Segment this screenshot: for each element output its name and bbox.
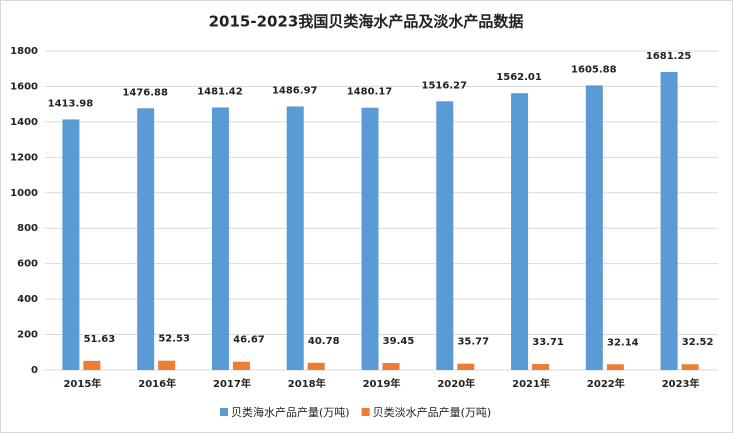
value-label: 1481.42 xyxy=(197,86,243,97)
bar xyxy=(307,362,325,370)
value-label: 1413.98 xyxy=(48,98,94,109)
y-tick-label: 200 xyxy=(17,330,38,341)
value-label: 1562.01 xyxy=(496,72,542,83)
x-tick-label: 2021年 xyxy=(512,377,550,390)
y-tick-label: 600 xyxy=(17,259,38,270)
y-tick-label: 0 xyxy=(31,365,38,376)
value-label: 1480.17 xyxy=(347,87,393,98)
bar xyxy=(606,364,624,370)
bar xyxy=(457,363,475,370)
chart-title: 2015-2023我国贝类海水产品及淡水产品数据 xyxy=(209,13,524,31)
value-label: 52.53 xyxy=(158,334,190,345)
x-tick-label: 2018年 xyxy=(288,377,326,390)
value-label: 33.71 xyxy=(532,337,564,348)
bar xyxy=(158,360,176,370)
x-tick-label: 2023年 xyxy=(662,377,700,390)
bar xyxy=(681,364,699,370)
value-label: 32.52 xyxy=(682,337,714,348)
y-tick-label: 1400 xyxy=(10,117,38,128)
x-tick-label: 2019年 xyxy=(363,377,401,390)
value-label: 35.77 xyxy=(457,337,489,348)
bar xyxy=(137,108,155,371)
bar xyxy=(660,72,678,370)
value-label: 40.78 xyxy=(308,336,340,347)
y-tick-label: 400 xyxy=(17,294,38,305)
value-label: 1486.97 xyxy=(272,85,318,96)
bar xyxy=(361,107,379,371)
y-tick-label: 1600 xyxy=(10,81,38,92)
value-label: 1476.88 xyxy=(122,87,168,98)
value-label: 39.45 xyxy=(383,336,415,347)
value-label: 1516.27 xyxy=(422,80,468,91)
legend-swatch xyxy=(220,408,228,416)
bar xyxy=(436,101,454,370)
value-label: 32.14 xyxy=(607,337,639,348)
legend-label: 贝类海水产品产量(万吨) xyxy=(231,405,350,419)
x-tick-label: 2015年 xyxy=(63,377,101,390)
value-label: 1605.88 xyxy=(571,64,617,75)
x-tick-label: 2017年 xyxy=(213,377,251,390)
bar xyxy=(511,93,529,370)
bar xyxy=(286,106,304,370)
legend-label: 贝类淡水产品产量(万吨) xyxy=(373,405,492,419)
y-tick-label: 1800 xyxy=(10,46,38,57)
x-tick-label: 2022年 xyxy=(587,377,625,390)
bar xyxy=(532,364,550,370)
x-tick-label: 2020年 xyxy=(437,377,475,390)
bar xyxy=(62,119,80,371)
y-tick-label: 800 xyxy=(17,223,38,234)
value-label: 46.67 xyxy=(233,335,265,346)
y-tick-label: 1000 xyxy=(10,188,38,199)
bar xyxy=(83,360,101,370)
bar xyxy=(382,363,400,370)
bar xyxy=(585,85,603,370)
value-label: 1681.25 xyxy=(646,51,692,62)
y-tick-label: 1200 xyxy=(10,152,38,163)
legend-swatch xyxy=(361,408,370,416)
value-label: 51.63 xyxy=(84,334,116,345)
x-tick-label: 2016年 xyxy=(138,377,176,390)
bar xyxy=(232,361,250,370)
bar xyxy=(211,107,229,370)
